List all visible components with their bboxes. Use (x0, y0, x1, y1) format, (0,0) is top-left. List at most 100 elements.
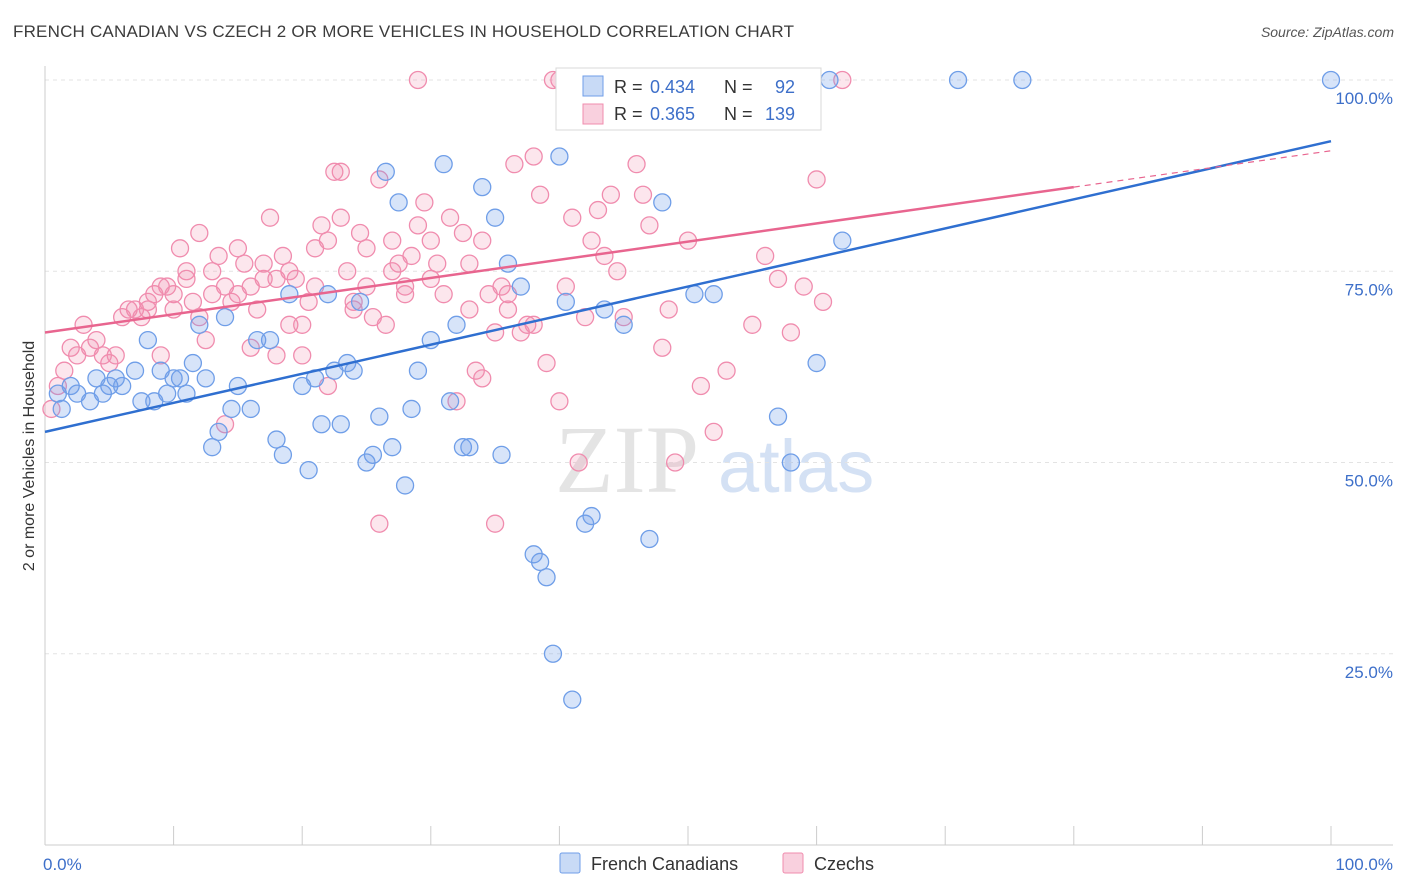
point-czechs-5 (74, 315, 93, 334)
point-czechs-89 (614, 307, 633, 327)
point-czechs-97 (691, 376, 711, 396)
point-czechs-35 (267, 346, 286, 365)
point-czechs-58 (415, 193, 434, 212)
point-czechs-42 (312, 216, 331, 235)
watermark-zip: ZIP (555, 406, 699, 513)
point-czechs-103 (781, 323, 801, 342)
point-czechs-72 (505, 154, 524, 174)
point-czechs-90 (627, 154, 646, 174)
point-czechs-32 (248, 300, 267, 319)
point-french-canadians-67 (543, 644, 563, 663)
point-czechs-86 (595, 246, 614, 266)
point-czechs-79 (550, 392, 569, 411)
point-french-canadians-12 (138, 330, 158, 350)
point-czechs-106 (813, 292, 833, 312)
point-french-canadians-22 (203, 438, 222, 457)
point-czechs-55 (395, 285, 415, 304)
point-czechs-10 (106, 346, 125, 365)
y-tick-label-50: 50.0% (1345, 472, 1393, 491)
point-czechs-44 (325, 162, 344, 181)
point-czechs-98 (704, 422, 723, 442)
point-czechs-139 (473, 369, 492, 388)
point-czechs-127 (254, 254, 273, 273)
point-czechs-91 (633, 185, 653, 204)
y-tick-label-100: 100.0% (1335, 89, 1393, 108)
point-french-canadians-59 (485, 208, 505, 227)
point-czechs-100 (743, 315, 762, 334)
point-french-canadians-45 (370, 407, 389, 426)
point-french-canadians-76 (653, 193, 672, 212)
point-french-canadians-50 (402, 399, 421, 419)
point-french-canadians-49 (395, 476, 415, 495)
point-czechs-40 (299, 292, 318, 312)
point-czechs-34 (260, 208, 280, 227)
point-czechs-62 (440, 208, 460, 227)
point-czechs-26 (209, 246, 228, 266)
series-legend: French Canadians Czechs (559, 852, 874, 874)
point-czechs-84 (582, 231, 601, 250)
point-czechs-67 (473, 231, 492, 250)
source-credit: Source: ZipAtlas.com (1260, 24, 1394, 40)
point-czechs-129 (203, 262, 222, 281)
point-french-canadians-61 (498, 254, 518, 273)
legend-n-label-1: N = (724, 77, 753, 97)
bottom-legend-label-czechs: Czechs (814, 854, 874, 874)
point-czechs-17 (151, 346, 170, 365)
point-french-canadians-60 (492, 445, 511, 465)
point-czechs-48 (350, 223, 370, 243)
point-czechs-121 (460, 300, 479, 319)
point-french-canadians-90 (948, 70, 968, 90)
point-french-canadians-47 (383, 438, 402, 457)
point-french-canadians-66 (550, 147, 569, 166)
point-czechs-119 (344, 292, 363, 312)
point-french-canadians-80 (704, 285, 723, 304)
point-czechs-85 (588, 200, 608, 220)
trend-line-french-canadians (44, 139, 1332, 434)
point-czechs-137 (408, 70, 428, 90)
trend-line-czechs-extension (1073, 150, 1332, 188)
point-czechs-123 (280, 262, 299, 281)
point-french-canadians-58 (473, 177, 492, 197)
point-french-canadians-56 (453, 438, 473, 457)
point-czechs-60 (428, 254, 447, 273)
point-czechs-87 (601, 185, 620, 204)
point-french-canadians-9 (113, 376, 132, 396)
legend-n-label-2: N = (724, 104, 753, 124)
point-french-canadians-31 (273, 445, 293, 465)
point-french-canadians-79 (685, 285, 704, 304)
point-czechs-29 (228, 239, 248, 258)
point-czechs-104 (794, 277, 813, 296)
point-czechs-36 (273, 246, 293, 266)
point-czechs-7 (87, 330, 106, 350)
point-czechs-105 (807, 170, 826, 189)
point-french-canadians-92 (1321, 70, 1341, 90)
point-czechs-92 (640, 216, 659, 235)
point-french-canadians-28 (248, 330, 267, 350)
point-czechs-23 (190, 307, 209, 327)
point-czechs-59 (421, 231, 440, 250)
point-czechs-30 (235, 254, 254, 273)
point-french-canadians-39 (331, 415, 350, 434)
point-french-canadians-15 (158, 384, 177, 403)
point-czechs-99 (717, 361, 736, 380)
point-french-canadians-62 (511, 277, 530, 296)
point-french-canadians-64 (530, 552, 550, 572)
point-french-canadians-23 (209, 422, 228, 442)
point-czechs-133 (833, 70, 852, 90)
point-czechs-124 (383, 262, 402, 281)
data-points (42, 70, 1341, 709)
point-czechs-45 (331, 162, 350, 181)
point-czechs-138 (498, 300, 518, 319)
point-french-canadians-42 (350, 292, 370, 312)
tick-labels: 25.0% 50.0% 75.0% 100.0% 0.0% 100.0% (43, 89, 1393, 874)
point-czechs-53 (383, 231, 402, 250)
point-czechs-56 (402, 246, 421, 266)
point-czechs-64 (453, 223, 473, 243)
point-french-canadians-17 (170, 369, 190, 388)
point-french-canadians-74 (614, 315, 633, 334)
point-french-canadians-54 (440, 392, 460, 411)
point-french-canadians-46 (376, 162, 395, 181)
point-czechs-52 (376, 315, 395, 334)
point-french-canadians-87 (807, 353, 826, 373)
